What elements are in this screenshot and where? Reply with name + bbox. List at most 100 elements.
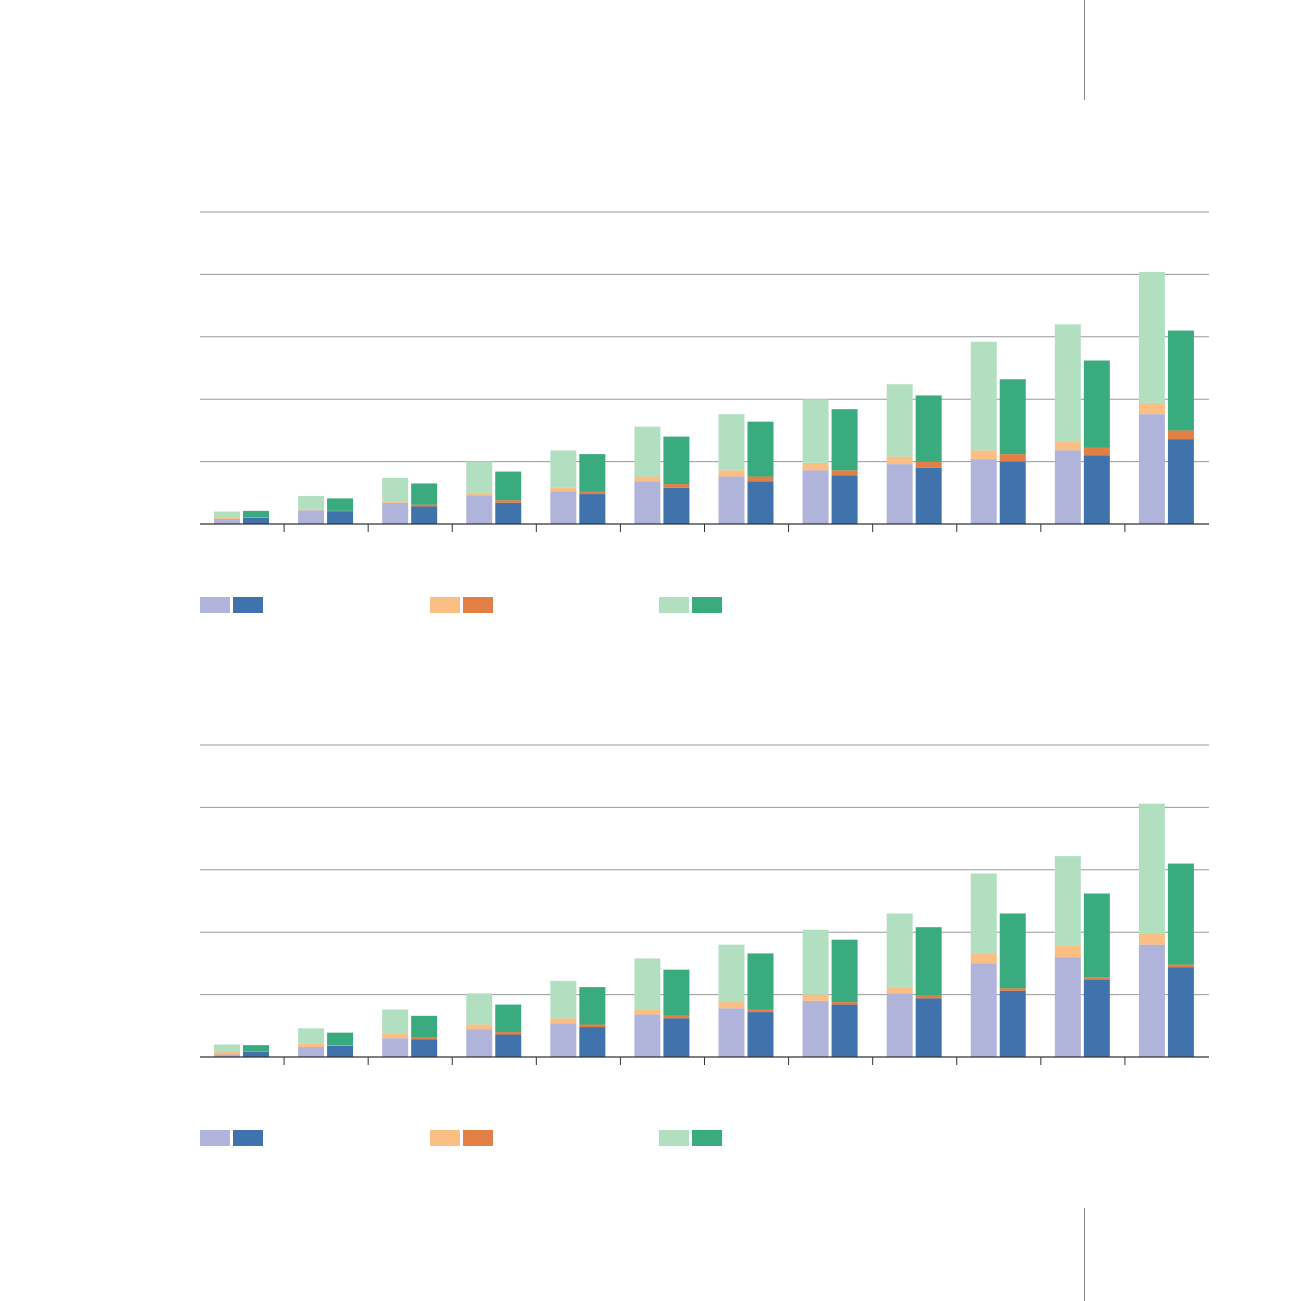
bar-segment: [550, 450, 577, 488]
bar-segment: [495, 1004, 522, 1033]
bar-segment: [243, 517, 269, 524]
bar-segment: [663, 484, 690, 488]
bar-segment: [327, 1045, 354, 1046]
bar-segment: [382, 477, 409, 502]
bar-segment: [243, 1052, 269, 1057]
bar-segment: [915, 998, 942, 1057]
bar-segment: [327, 511, 354, 524]
bar-segment: [298, 495, 325, 510]
legend-swatch: [430, 1130, 460, 1146]
x-axis: [200, 523, 1209, 532]
bar-segment: [747, 1012, 774, 1057]
bar-segment: [663, 436, 690, 485]
bar-segment: [886, 456, 913, 465]
bar-segment: [327, 1032, 354, 1046]
bar-segment: [915, 461, 942, 468]
legend-swatch: [200, 597, 230, 613]
bar-segment: [1054, 441, 1081, 451]
bar-segment: [1083, 977, 1110, 980]
bar-segment: [243, 510, 269, 518]
bar-segment: [999, 379, 1026, 455]
bar-segment: [802, 994, 829, 1001]
bar-segment: [747, 953, 774, 1010]
bar-segment: [634, 426, 661, 477]
bar-segment: [243, 1051, 269, 1053]
bar-segment: [466, 993, 493, 1025]
gridlines: [200, 211, 1209, 463]
bar-segment: [411, 1015, 438, 1038]
bar-segment: [550, 980, 577, 1019]
bar-segment: [915, 395, 942, 462]
bar-segment: [243, 517, 269, 518]
bar-segment: [1054, 945, 1081, 958]
bar-segment: [634, 1014, 661, 1057]
legend-swatch: [692, 597, 722, 613]
stacked-bar-chart-bottom: [200, 744, 1209, 1146]
bar-segment: [495, 500, 522, 503]
bar-segment: [663, 487, 690, 524]
bar-segment: [802, 470, 829, 524]
bar-segment: [999, 461, 1026, 524]
bar-segment: [634, 1009, 661, 1015]
bar-segment: [1138, 933, 1165, 945]
bar-segment: [382, 501, 409, 503]
bar-segment: [886, 384, 913, 457]
x-axis: [200, 1056, 1209, 1065]
bar-segment: [886, 987, 913, 994]
bar-segment: [327, 498, 354, 511]
bar-segment: [298, 509, 325, 511]
bar-segment: [802, 399, 829, 463]
bar-segment: [382, 502, 409, 524]
bar-segment: [298, 1043, 325, 1048]
bar-segment: [718, 414, 745, 471]
bar-segment: [382, 1033, 409, 1039]
bar-segment: [999, 454, 1026, 462]
bar-segment: [831, 409, 858, 471]
bar-segment: [802, 1000, 829, 1057]
legend-swatch: [692, 1130, 722, 1146]
bar-segment: [1167, 964, 1194, 968]
legend-swatch: [233, 1130, 263, 1146]
bar-segment: [886, 993, 913, 1057]
bar-segment: [466, 1029, 493, 1057]
bar-segment: [550, 1023, 577, 1057]
legend-swatch: [659, 1130, 689, 1146]
bars: [214, 271, 1194, 524]
bar-segment: [915, 467, 942, 524]
bar-segment: [214, 1054, 240, 1057]
bar-segment: [915, 995, 942, 999]
bar-segment: [327, 510, 354, 512]
bar-segment: [886, 913, 913, 988]
bar-segment: [831, 1004, 858, 1057]
bar-segment: [1138, 944, 1165, 1057]
bar-segment: [1054, 450, 1081, 524]
bar-segment: [214, 519, 240, 524]
bar-segment: [747, 476, 774, 482]
bar-segment: [802, 462, 829, 471]
bar-segment: [550, 491, 577, 524]
bar-segment: [718, 476, 745, 524]
bar-segment: [831, 475, 858, 524]
bar-segment: [214, 511, 240, 518]
bar-segment: [411, 506, 438, 524]
bar-segment: [718, 470, 745, 477]
bar-segment: [663, 969, 690, 1016]
bar-segment: [579, 494, 606, 524]
bar-segment: [970, 450, 997, 460]
bar-segment: [1167, 330, 1194, 431]
bar-segment: [579, 491, 606, 495]
bar-segment: [970, 459, 997, 524]
bar-segment: [579, 1024, 606, 1028]
bar-segment: [1167, 439, 1194, 524]
legend-swatch: [200, 1130, 230, 1146]
crop-mark-bottom: [1084, 1208, 1085, 1301]
crop-mark-top: [1084, 0, 1085, 100]
bar-segment: [663, 1018, 690, 1057]
bar-segment: [886, 464, 913, 524]
bar-segment: [747, 421, 774, 477]
bar-segment: [1167, 863, 1194, 965]
bar-segment: [718, 944, 745, 1003]
stacked-bar-chart-top: [200, 211, 1209, 613]
bar-segment: [298, 510, 325, 524]
bar-segment: [970, 953, 997, 964]
